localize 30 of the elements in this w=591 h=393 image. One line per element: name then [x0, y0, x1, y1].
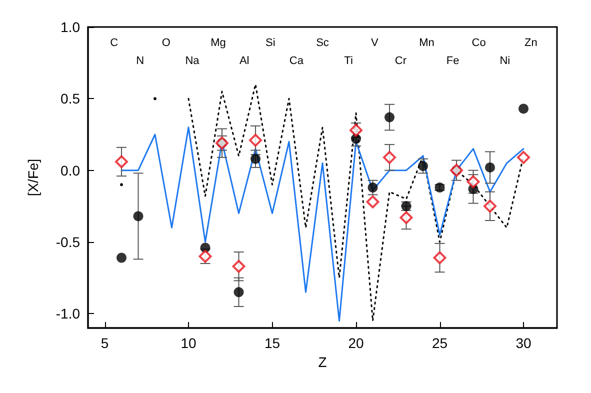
annotation: O	[162, 37, 171, 49]
y-tick-label: -0.5	[56, 234, 80, 250]
annotation: Zn	[524, 37, 538, 49]
y-axis-title: [X/Fe]	[25, 158, 41, 196]
annotation: Sc	[316, 37, 330, 49]
annotation: Ni	[500, 55, 510, 67]
y-tick-label: 0.0	[60, 162, 80, 178]
annotation: Mn	[419, 37, 434, 49]
annotation: Mg	[210, 37, 226, 49]
x-tick-label: 25	[432, 335, 448, 351]
y-tick-label: 1.0	[60, 19, 80, 35]
annotation: V	[370, 37, 379, 49]
x-tick-label: 30	[516, 335, 532, 351]
annotation: Ti	[344, 55, 353, 67]
x-tick-label: 10	[180, 335, 196, 351]
annotation: Na	[185, 55, 200, 67]
annotation: Co	[472, 37, 486, 49]
annotation: Fe	[446, 55, 460, 67]
x-axis-title: Z	[318, 354, 328, 370]
annotation: N	[136, 55, 144, 67]
x-tick-label: 15	[264, 335, 280, 351]
x-tick-label: 5	[100, 335, 109, 351]
x-tick-label: 20	[348, 335, 364, 351]
annotation: Cr	[394, 55, 407, 67]
annotation: Si	[266, 37, 276, 49]
y-tick-label: -1.0	[56, 306, 80, 322]
annotation: Ca	[289, 55, 304, 67]
annotation: C	[110, 37, 118, 49]
y-tick-label: 0.5	[60, 90, 80, 107]
annotation: Al	[239, 55, 250, 67]
